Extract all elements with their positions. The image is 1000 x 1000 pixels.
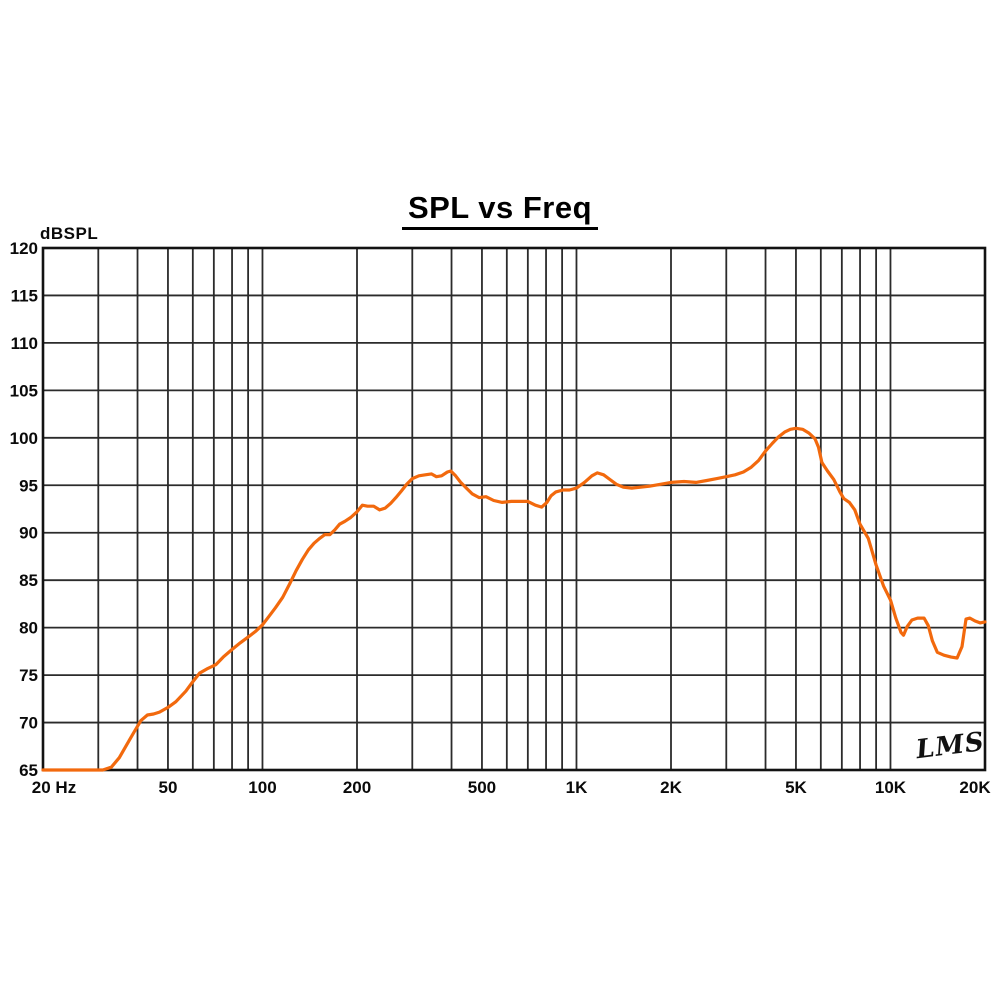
plot-frame bbox=[41, 246, 987, 772]
x-tick-label: 1K bbox=[566, 778, 588, 797]
y-tick-label: 85 bbox=[19, 571, 38, 590]
x-tick-label: 500 bbox=[468, 778, 496, 797]
y-tick-label: 120 bbox=[10, 239, 38, 258]
x-tick-label: 2K bbox=[660, 778, 682, 797]
y-tick-label: 115 bbox=[11, 286, 38, 305]
x-axis-labels: 20 Hz 50 100 200 500 1K 2K 5K 10K 20K bbox=[32, 778, 992, 797]
y-tick-label: 90 bbox=[19, 524, 38, 543]
x-tick-label: 5K bbox=[785, 778, 807, 797]
y-tick-label: 65 bbox=[19, 761, 38, 780]
chart-title-text: SPL vs Freq bbox=[401, 190, 599, 230]
y-tick-label: 80 bbox=[19, 619, 38, 638]
spl-curve bbox=[41, 426, 987, 772]
y-tick-label: 100 bbox=[10, 429, 38, 448]
y-tick-label: 70 bbox=[19, 714, 38, 733]
chart-title: SPL vs Freq bbox=[0, 190, 1000, 230]
x-tick-label: 20K bbox=[959, 778, 991, 797]
x-tick-label: 10K bbox=[875, 778, 907, 797]
x-tick-label: 200 bbox=[343, 778, 371, 797]
x-tick-label: 50 bbox=[158, 778, 177, 797]
y-tick-label: 105 bbox=[10, 381, 38, 400]
y-tick-label: 110 bbox=[11, 334, 38, 353]
y-axis-labels: 120 115 110 105 100 95 90 85 80 75 70 65 bbox=[10, 239, 38, 780]
x-tick-label: 100 bbox=[248, 778, 276, 797]
y-axis-title: dBSPL bbox=[40, 224, 99, 243]
y-tick-label: 75 bbox=[19, 666, 38, 685]
x-tick-label: 20 Hz bbox=[32, 778, 76, 797]
y-tick-label: 95 bbox=[19, 476, 38, 495]
